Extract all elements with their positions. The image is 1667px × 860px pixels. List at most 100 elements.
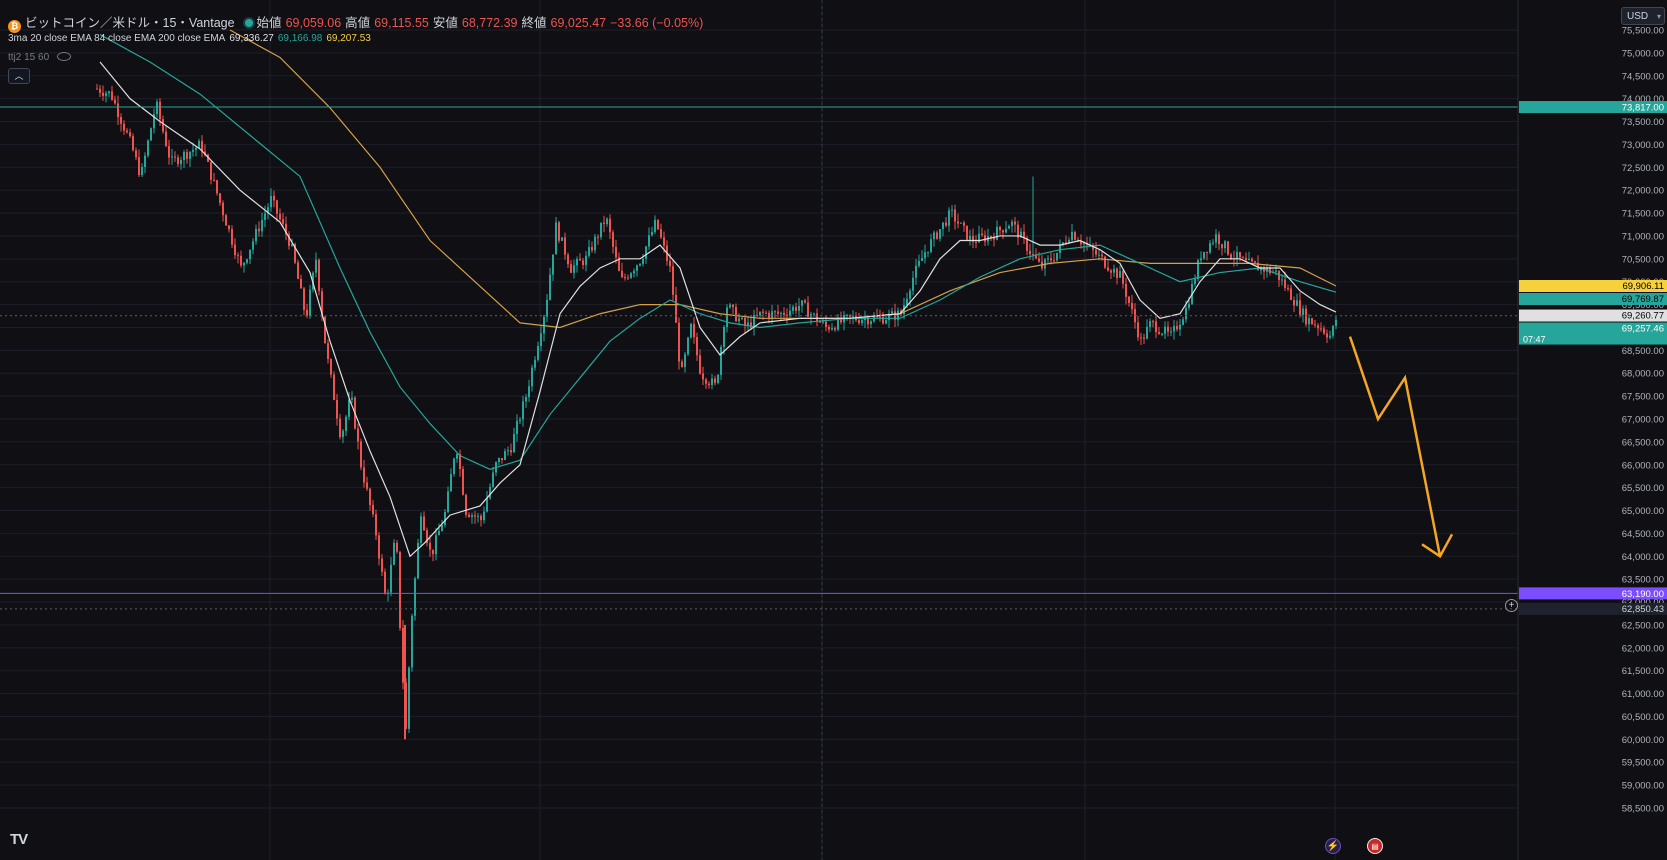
candle-body: [1173, 325, 1175, 332]
candle-body: [525, 397, 527, 402]
candle-body: [1194, 279, 1196, 285]
candle-body: [489, 486, 491, 499]
candle-body: [1278, 270, 1280, 280]
candle-body: [741, 317, 743, 319]
lightning-icon[interactable]: ⚡: [1325, 838, 1341, 854]
candle-body: [816, 313, 818, 322]
candle-body: [996, 226, 998, 240]
candle-body: [342, 430, 344, 438]
us-flag-icon[interactable]: ▤: [1367, 838, 1383, 854]
candle-body: [591, 247, 593, 251]
candle-body: [120, 117, 122, 124]
candle-body: [447, 491, 449, 513]
candle-body: [792, 306, 794, 311]
candle-body: [1179, 324, 1181, 330]
indicator-legend[interactable]: 3ma 20 close EMA 84 close EMA 200 close …: [8, 33, 375, 44]
candle-body: [414, 578, 416, 616]
indicator2-legend[interactable]: ttj2 15 60: [8, 52, 75, 63]
candle-body: [351, 397, 353, 400]
candle-body: [918, 260, 920, 266]
candle-body: [1014, 221, 1016, 225]
currency-select[interactable]: USD ▾: [1621, 7, 1665, 25]
level-tag-label: 63,190.00: [1622, 589, 1664, 600]
candle-body: [780, 312, 782, 314]
candle-body: [225, 215, 227, 226]
candle-body: [357, 428, 359, 442]
candle-body: [1326, 333, 1328, 338]
candle-body: [1116, 268, 1118, 278]
candle-body: [1221, 244, 1223, 249]
candle-body: [1122, 271, 1124, 284]
candle-body: [609, 218, 611, 233]
candle-body: [738, 318, 740, 322]
collapse-legend-button[interactable]: ︿: [8, 68, 30, 84]
candle-body: [771, 311, 773, 319]
candle-body: [723, 326, 725, 347]
candle-body: [327, 343, 329, 360]
candle-body: [267, 207, 269, 214]
y-tick-label: 69,500.00: [1622, 300, 1664, 311]
candle-body: [1047, 258, 1049, 260]
candle-body: [1317, 325, 1319, 329]
candle-body: [762, 311, 764, 313]
candle-body: [1011, 221, 1013, 227]
candle-body: [840, 317, 842, 323]
candle-body: [825, 321, 827, 327]
candle-body: [963, 222, 965, 226]
candle-body: [237, 255, 239, 257]
candle-body: [921, 258, 923, 261]
candle-body: [993, 237, 995, 240]
candle-body: [1182, 319, 1184, 325]
candle-body: [438, 531, 440, 536]
candle-body: [477, 515, 479, 517]
candle-body: [1146, 326, 1148, 339]
candle-body: [570, 264, 572, 273]
candle-body: [459, 454, 461, 469]
candle-body: [285, 223, 287, 235]
candle-body: [258, 228, 260, 232]
candle-body: [669, 260, 671, 267]
candle-body: [711, 378, 713, 386]
low-label: 安値: [432, 16, 458, 30]
candle-body: [789, 310, 791, 316]
symbol-name[interactable]: ビットコイン／米ドル・15・Vantage: [25, 16, 235, 30]
candle-body: [321, 291, 323, 317]
candle-body: [297, 262, 299, 279]
candle-body: [1305, 308, 1307, 325]
candle-body: [465, 494, 467, 515]
candle-body: [486, 498, 488, 512]
candle-body: [681, 361, 683, 368]
candle-body: [264, 213, 266, 220]
candle-body: [369, 488, 371, 505]
candle-body: [378, 535, 380, 559]
candle-body: [519, 419, 521, 421]
candle-body: [684, 354, 686, 368]
candle-body: [867, 318, 869, 325]
candle-body: [153, 114, 155, 129]
add-alert-icon[interactable]: +: [1505, 599, 1518, 612]
candle-body: [852, 316, 854, 318]
candle-body: [333, 374, 335, 401]
hidden-eye-icon[interactable]: [57, 52, 72, 61]
candle-body: [1329, 335, 1331, 338]
high-label: 高値: [345, 16, 371, 30]
candle-body: [234, 244, 236, 256]
candle-body: [240, 255, 242, 266]
candle-body: [1074, 232, 1076, 240]
candle-body: [504, 451, 506, 461]
candle-body: [564, 237, 566, 255]
candle-body: [1227, 241, 1229, 255]
candle-body: [450, 474, 452, 492]
y-tick-label: 65,500.00: [1622, 483, 1664, 494]
candle-body: [909, 290, 911, 299]
candle-body: [1017, 224, 1019, 238]
candle-body: [897, 310, 899, 320]
y-tick-label: 73,500.00: [1622, 117, 1664, 128]
candle-body: [468, 514, 470, 517]
candle-body: [714, 378, 716, 383]
candle-body: [618, 257, 620, 271]
candle-body: [117, 103, 119, 118]
candle-body: [1176, 325, 1178, 330]
